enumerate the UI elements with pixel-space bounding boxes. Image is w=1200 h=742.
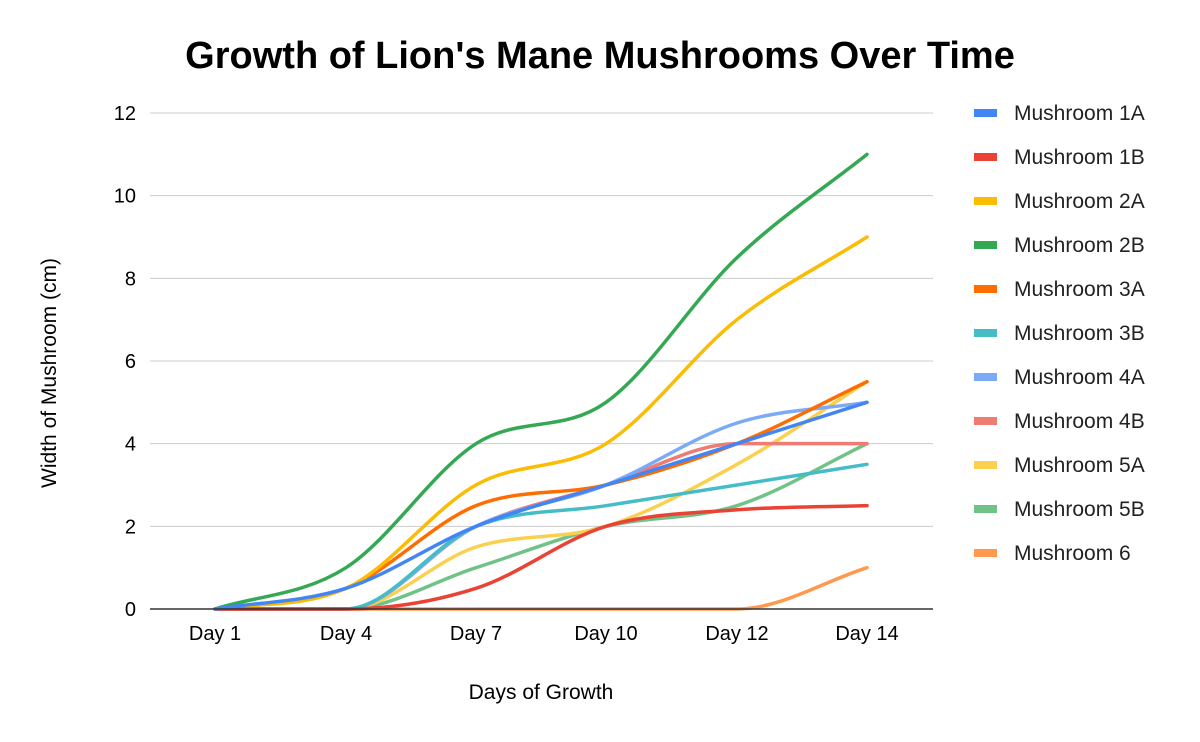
y-tick-label: 0 (125, 599, 136, 621)
legend-label-mushroom-3a: Mushroom 3A (1014, 278, 1145, 301)
legend-label-mushroom-1a: Mushroom 1A (1014, 102, 1145, 125)
legend: Mushroom 1A Mushroom 1B Mushroom 2A Mushroo… (974, 102, 1145, 565)
series-line-mushroom-2b (213, 152, 869, 611)
legend-label-mushroom-2b: Mushroom 2B (1014, 234, 1145, 257)
legend-label-mushroom-2a: Mushroom 2A (1014, 190, 1145, 213)
series-lines (213, 152, 869, 611)
x-tick-label: Day 14 (835, 623, 898, 645)
y-axis-label: Width of Mushroom (cm) (38, 258, 61, 488)
legend-label-mushroom-5a: Mushroom 5A (1014, 454, 1145, 477)
series-line-mushroom-1b (213, 503, 869, 611)
legend-label-mushroom-5b: Mushroom 5B (1014, 498, 1145, 521)
legend-swatch-mushroom-3a (974, 285, 997, 293)
legend-swatch-mushroom-3b (974, 329, 997, 337)
y-axis-ticks: 0 2 4 6 8 10 12 (114, 103, 136, 621)
legend-label-mushroom-4b: Mushroom 4B (1014, 410, 1145, 433)
y-tick-label: 12 (114, 103, 136, 125)
x-tick-label: Day 1 (189, 623, 241, 645)
x-tick-label: Day 10 (574, 623, 637, 645)
y-tick-label: 6 (125, 351, 136, 373)
gridlines (150, 112, 933, 527)
x-axis-label: Days of Growth (469, 681, 614, 704)
series-line-mushroom-6 (213, 565, 869, 611)
legend-label-mushroom-1b: Mushroom 1B (1014, 146, 1145, 169)
x-tick-label: Day 4 (320, 623, 372, 645)
x-tick-label: Day 7 (450, 623, 502, 645)
legend-swatch-mushroom-2a (974, 197, 997, 205)
y-tick-label: 4 (125, 434, 136, 456)
legend-swatch-mushroom-5a (974, 461, 997, 469)
legend-swatch-mushroom-4a (974, 373, 997, 381)
legend-swatch-mushroom-5b (974, 505, 997, 513)
series-line-mushroom-1a (213, 400, 869, 611)
y-tick-label: 8 (125, 268, 136, 290)
legend-swatch-mushroom-1a (974, 109, 997, 117)
legend-swatch-mushroom-4b (974, 417, 997, 425)
x-axis-ticks: Day 1 Day 4 Day 7 Day 10 Day 12 Day 14 (189, 623, 899, 645)
legend-swatch-mushroom-1b (974, 153, 997, 161)
chart-title: Growth of Lion's Mane Mushrooms Over Tim… (185, 35, 1015, 77)
legend-label-mushroom-4a: Mushroom 4A (1014, 366, 1145, 389)
legend-label-mushroom-6: Mushroom 6 (1014, 542, 1131, 565)
legend-swatch-mushroom-2b (974, 241, 997, 249)
y-tick-label: 2 (125, 516, 136, 538)
legend-swatch-mushroom-6 (974, 549, 997, 557)
x-tick-label: Day 12 (705, 623, 768, 645)
y-tick-label: 10 (114, 186, 136, 208)
legend-label-mushroom-3b: Mushroom 3B (1014, 322, 1145, 345)
